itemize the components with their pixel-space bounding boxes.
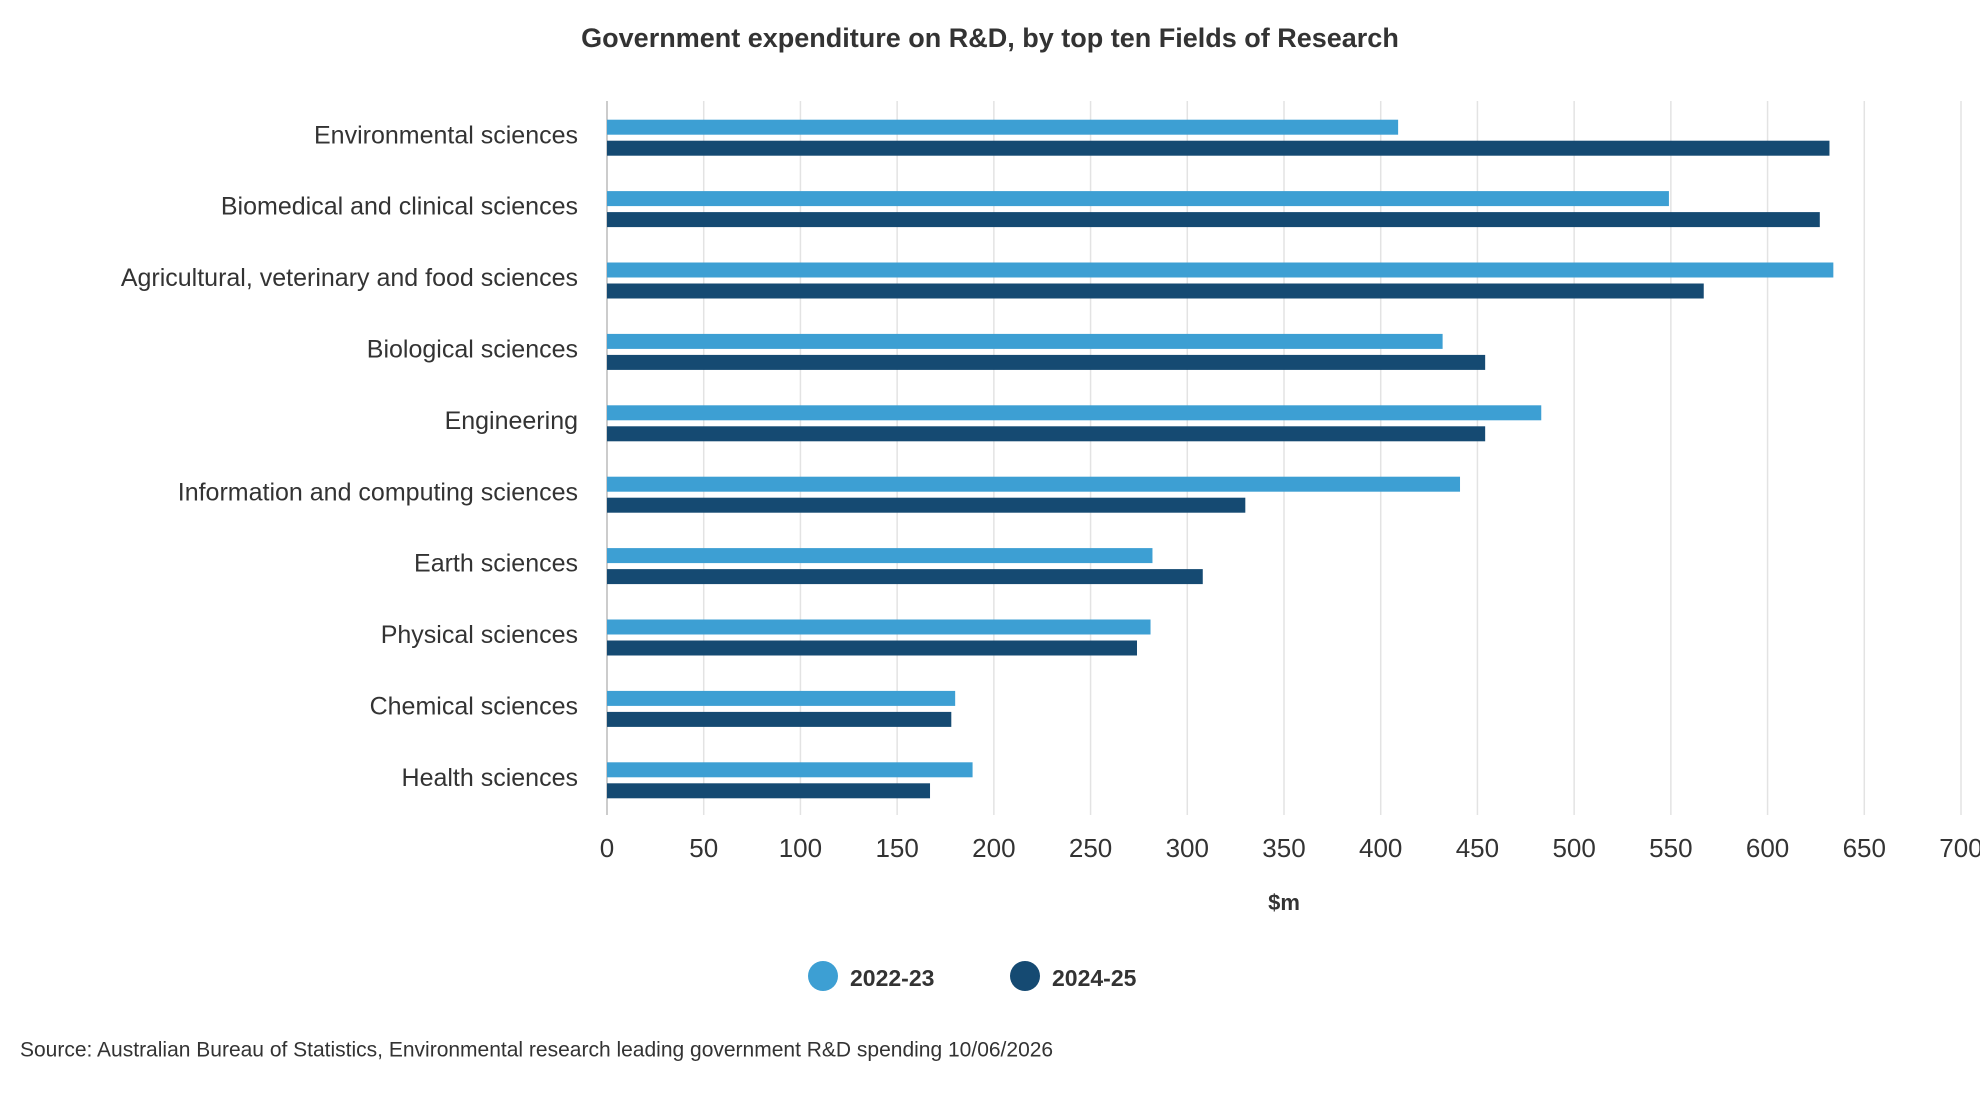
bar <box>607 497 1246 513</box>
bar <box>607 619 1151 635</box>
x-tick-label: 650 <box>1843 833 1886 863</box>
x-tick-label: 50 <box>689 833 718 863</box>
y-tick-label: Health sciences <box>402 764 578 792</box>
legend-label: 2024-25 <box>1052 965 1137 991</box>
bar <box>607 262 1834 278</box>
x-tick-label: 500 <box>1552 833 1595 863</box>
y-tick-label: Earth sciences <box>414 550 578 578</box>
bar <box>607 140 1830 156</box>
x-tick-label: 300 <box>1166 833 1209 863</box>
x-tick-label: 700 <box>1939 833 1980 863</box>
x-tick-label: 400 <box>1359 833 1402 863</box>
x-tick-label: 0 <box>600 833 614 863</box>
bar <box>607 762 973 778</box>
bar <box>607 548 1153 564</box>
bar <box>607 405 1542 421</box>
y-tick-label: Biomedical and clinical sciences <box>221 193 578 221</box>
x-axis-label: $m <box>1268 890 1300 915</box>
legend-marker <box>808 961 838 991</box>
bar <box>607 476 1461 492</box>
bar <box>607 783 931 799</box>
y-tick-label: Engineering <box>445 407 578 435</box>
x-tick-label: 600 <box>1746 833 1789 863</box>
bar <box>607 283 1704 299</box>
x-tick-label: 150 <box>875 833 918 863</box>
y-tick-label: Information and computing sciences <box>178 478 578 506</box>
bar <box>607 333 1443 349</box>
legend-marker <box>1010 961 1040 991</box>
bar <box>607 119 1399 135</box>
x-tick-label: 350 <box>1262 833 1305 863</box>
y-tick-label: Chemical sciences <box>370 693 578 721</box>
bar <box>607 354 1486 370</box>
chart-title: Government expenditure on R&D, by top te… <box>581 23 1399 53</box>
legend-label: 2022-23 <box>850 965 934 991</box>
bar <box>607 191 1669 207</box>
bar <box>607 212 1820 228</box>
x-tick-label: 200 <box>972 833 1015 863</box>
bar <box>607 640 1137 656</box>
y-tick-label: Biological sciences <box>367 336 578 364</box>
y-tick-label: Physical sciences <box>381 621 578 649</box>
bar <box>607 690 956 706</box>
x-tick-label: 100 <box>779 833 822 863</box>
bar <box>607 426 1486 442</box>
x-tick-label: 250 <box>1069 833 1112 863</box>
x-tick-label: 450 <box>1456 833 1499 863</box>
bar <box>607 711 952 727</box>
y-tick-label: Environmental sciences <box>314 121 578 149</box>
bar <box>607 569 1203 585</box>
x-tick-label: 550 <box>1649 833 1692 863</box>
y-tick-label: Agricultural, veterinary and food scienc… <box>121 264 578 292</box>
source-note: Source: Australian Bureau of Statistics,… <box>20 1039 1053 1062</box>
